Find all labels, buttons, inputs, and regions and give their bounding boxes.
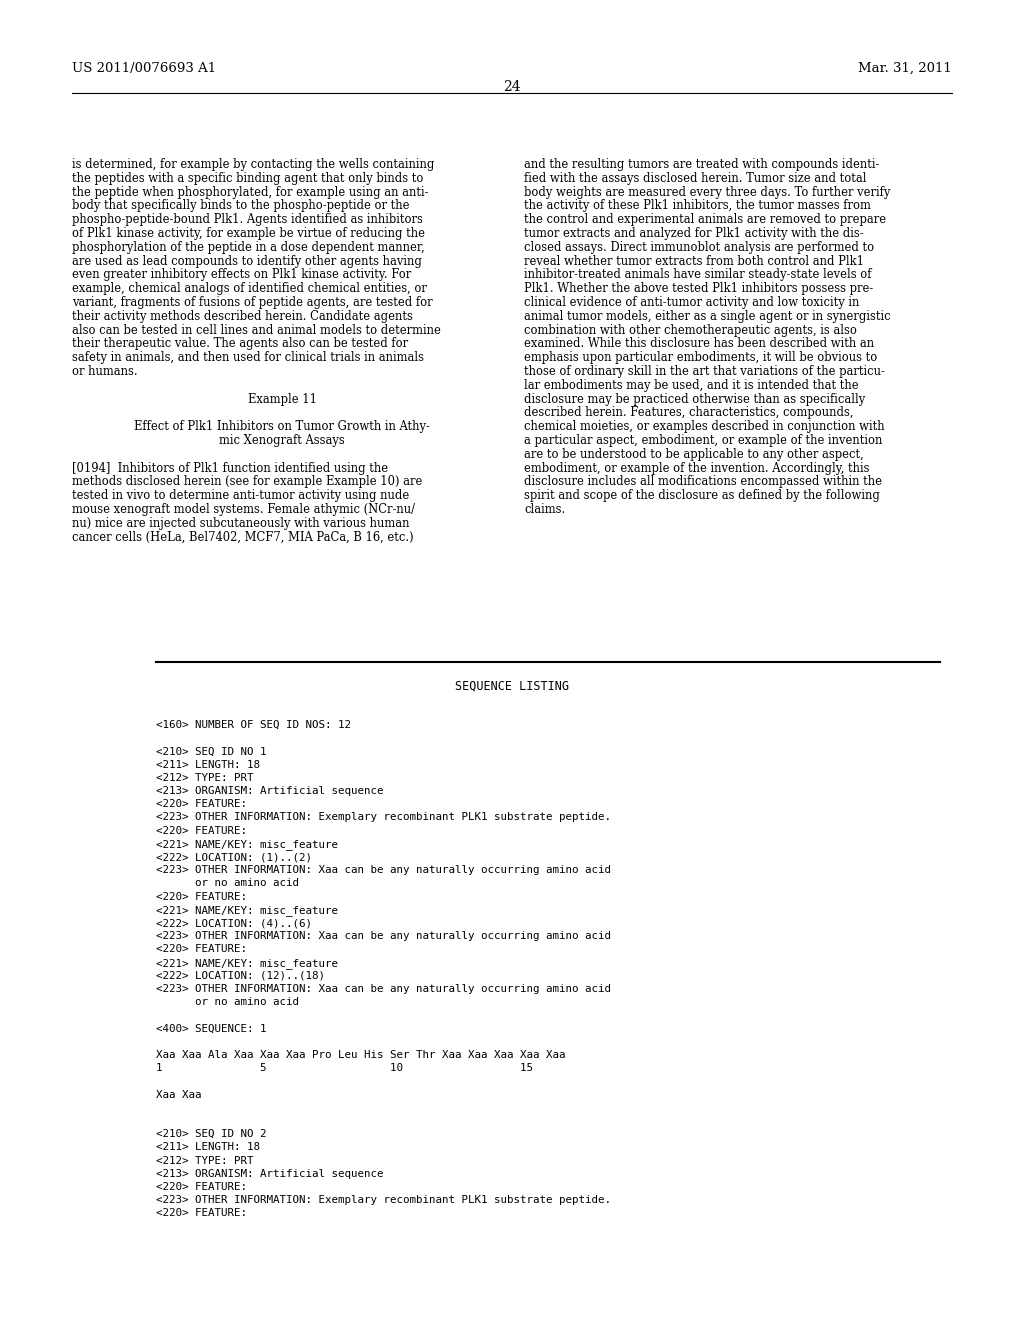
Text: <210> SEQ ID NO 2: <210> SEQ ID NO 2 xyxy=(156,1129,266,1139)
Text: <223> OTHER INFORMATION: Exemplary recombinant PLK1 substrate peptide.: <223> OTHER INFORMATION: Exemplary recom… xyxy=(156,1195,611,1205)
Text: disclosure includes all modifications encompassed within the: disclosure includes all modifications en… xyxy=(524,475,882,488)
Text: or no amino acid: or no amino acid xyxy=(156,997,299,1007)
Text: example, chemical analogs of identified chemical entities, or: example, chemical analogs of identified … xyxy=(72,282,427,296)
Text: methods disclosed herein (see for example Example 10) are: methods disclosed herein (see for exampl… xyxy=(72,475,422,488)
Text: <160> NUMBER OF SEQ ID NOS: 12: <160> NUMBER OF SEQ ID NOS: 12 xyxy=(156,719,351,730)
Text: <220> FEATURE:: <220> FEATURE: xyxy=(156,799,247,809)
Text: animal tumor models, either as a single agent or in synergistic: animal tumor models, either as a single … xyxy=(524,310,891,323)
Text: <220> FEATURE:: <220> FEATURE: xyxy=(156,825,247,836)
Text: tested in vivo to determine anti-tumor activity using nude: tested in vivo to determine anti-tumor a… xyxy=(72,490,410,502)
Text: mouse xenograft model systems. Female athymic (NCr-nu/: mouse xenograft model systems. Female at… xyxy=(72,503,415,516)
Text: <213> ORGANISM: Artificial sequence: <213> ORGANISM: Artificial sequence xyxy=(156,785,384,796)
Text: Plk1. Whether the above tested Plk1 inhibitors possess pre-: Plk1. Whether the above tested Plk1 inhi… xyxy=(524,282,873,296)
Text: are to be understood to be applicable to any other aspect,: are to be understood to be applicable to… xyxy=(524,447,864,461)
Text: chemical moieties, or examples described in conjunction with: chemical moieties, or examples described… xyxy=(524,420,885,433)
Text: lar embodiments may be used, and it is intended that the: lar embodiments may be used, and it is i… xyxy=(524,379,859,392)
Text: [0194]  Inhibitors of Plk1 function identified using the: [0194] Inhibitors of Plk1 function ident… xyxy=(72,462,388,475)
Text: closed assays. Direct immunoblot analysis are performed to: closed assays. Direct immunoblot analysi… xyxy=(524,240,874,253)
Text: and the resulting tumors are treated with compounds identi-: and the resulting tumors are treated wit… xyxy=(524,158,880,172)
Text: the activity of these Plk1 inhibitors, the tumor masses from: the activity of these Plk1 inhibitors, t… xyxy=(524,199,870,213)
Text: combination with other chemotherapeutic agents, is also: combination with other chemotherapeutic … xyxy=(524,323,857,337)
Text: Effect of Plk1 Inhibitors on Tumor Growth in Athy-: Effect of Plk1 Inhibitors on Tumor Growt… xyxy=(134,420,430,433)
Text: tumor extracts and analyzed for Plk1 activity with the dis-: tumor extracts and analyzed for Plk1 act… xyxy=(524,227,863,240)
Text: <211> LENGTH: 18: <211> LENGTH: 18 xyxy=(156,759,260,770)
Text: reveal whether tumor extracts from both control and Plk1: reveal whether tumor extracts from both … xyxy=(524,255,864,268)
Text: mic Xenograft Assays: mic Xenograft Assays xyxy=(219,434,345,447)
Text: variant, fragments of fusions of peptide agents, are tested for: variant, fragments of fusions of peptide… xyxy=(72,296,432,309)
Text: <223> OTHER INFORMATION: Xaa can be any naturally occurring amino acid: <223> OTHER INFORMATION: Xaa can be any … xyxy=(156,983,611,994)
Text: the peptide when phosphorylated, for example using an anti-: the peptide when phosphorylated, for exa… xyxy=(72,186,428,198)
Text: <221> NAME/KEY: misc_feature: <221> NAME/KEY: misc_feature xyxy=(156,904,338,916)
Text: or no amino acid: or no amino acid xyxy=(156,878,299,888)
Text: phosphorylation of the peptide in a dose dependent manner,: phosphorylation of the peptide in a dose… xyxy=(72,240,425,253)
Text: the peptides with a specific binding agent that only binds to: the peptides with a specific binding age… xyxy=(72,172,423,185)
Text: their therapeutic value. The agents also can be tested for: their therapeutic value. The agents also… xyxy=(72,338,409,350)
Text: a particular aspect, embodiment, or example of the invention: a particular aspect, embodiment, or exam… xyxy=(524,434,883,447)
Text: <221> NAME/KEY: misc_feature: <221> NAME/KEY: misc_feature xyxy=(156,838,338,850)
Text: <223> OTHER INFORMATION: Xaa can be any naturally occurring amino acid: <223> OTHER INFORMATION: Xaa can be any … xyxy=(156,865,611,875)
Text: spirit and scope of the disclosure as defined by the following: spirit and scope of the disclosure as de… xyxy=(524,490,880,502)
Text: <221> NAME/KEY: misc_feature: <221> NAME/KEY: misc_feature xyxy=(156,957,338,969)
Text: even greater inhibitory effects on Plk1 kinase activity. For: even greater inhibitory effects on Plk1 … xyxy=(72,268,412,281)
Text: examined. While this disclosure has been described with an: examined. While this disclosure has been… xyxy=(524,338,874,350)
Text: the control and experimental animals are removed to prepare: the control and experimental animals are… xyxy=(524,214,886,226)
Text: <222> LOCATION: (4)..(6): <222> LOCATION: (4)..(6) xyxy=(156,917,312,928)
Text: those of ordinary skill in the art that variations of the particu-: those of ordinary skill in the art that … xyxy=(524,366,885,378)
Text: <220> FEATURE:: <220> FEATURE: xyxy=(156,1181,247,1192)
Text: inhibitor-treated animals have similar steady-state levels of: inhibitor-treated animals have similar s… xyxy=(524,268,871,281)
Text: 24: 24 xyxy=(503,81,521,94)
Text: nu) mice are injected subcutaneously with various human: nu) mice are injected subcutaneously wit… xyxy=(72,517,410,529)
Text: claims.: claims. xyxy=(524,503,565,516)
Text: <212> TYPE: PRT: <212> TYPE: PRT xyxy=(156,1155,254,1166)
Text: <400> SEQUENCE: 1: <400> SEQUENCE: 1 xyxy=(156,1023,266,1034)
Text: safety in animals, and then used for clinical trials in animals: safety in animals, and then used for cli… xyxy=(72,351,424,364)
Text: 1               5                   10                  15: 1 5 10 15 xyxy=(156,1063,534,1073)
Text: <222> LOCATION: (12)..(18): <222> LOCATION: (12)..(18) xyxy=(156,970,325,981)
Text: described herein. Features, characteristics, compounds,: described herein. Features, characterist… xyxy=(524,407,853,420)
Text: cancer cells (HeLa, Bel7402, MCF7, MIA PaCa, B 16, etc.): cancer cells (HeLa, Bel7402, MCF7, MIA P… xyxy=(72,531,414,544)
Text: body weights are measured every three days. To further verify: body weights are measured every three da… xyxy=(524,186,891,198)
Text: phospho-peptide-bound Plk1. Agents identified as inhibitors: phospho-peptide-bound Plk1. Agents ident… xyxy=(72,214,423,226)
Text: are used as lead compounds to identify other agents having: are used as lead compounds to identify o… xyxy=(72,255,422,268)
Text: <212> TYPE: PRT: <212> TYPE: PRT xyxy=(156,772,254,783)
Text: <213> ORGANISM: Artificial sequence: <213> ORGANISM: Artificial sequence xyxy=(156,1168,384,1179)
Text: embodiment, or example of the invention. Accordingly, this: embodiment, or example of the invention.… xyxy=(524,462,869,475)
Text: Mar. 31, 2011: Mar. 31, 2011 xyxy=(858,62,952,75)
Text: US 2011/0076693 A1: US 2011/0076693 A1 xyxy=(72,62,216,75)
Text: of Plk1 kinase activity, for example be virtue of reducing the: of Plk1 kinase activity, for example be … xyxy=(72,227,425,240)
Text: emphasis upon particular embodiments, it will be obvious to: emphasis upon particular embodiments, it… xyxy=(524,351,878,364)
Text: or humans.: or humans. xyxy=(72,366,137,378)
Text: Xaa Xaa Ala Xaa Xaa Xaa Pro Leu His Ser Thr Xaa Xaa Xaa Xaa Xaa: Xaa Xaa Ala Xaa Xaa Xaa Pro Leu His Ser … xyxy=(156,1049,565,1060)
Text: SEQUENCE LISTING: SEQUENCE LISTING xyxy=(455,680,569,693)
Text: Example 11: Example 11 xyxy=(248,392,316,405)
Text: <220> FEATURE:: <220> FEATURE: xyxy=(156,1208,247,1218)
Text: is determined, for example by contacting the wells containing: is determined, for example by contacting… xyxy=(72,158,434,172)
Text: fied with the assays disclosed herein. Tumor size and total: fied with the assays disclosed herein. T… xyxy=(524,172,866,185)
Text: body that specifically binds to the phospho-peptide or the: body that specifically binds to the phos… xyxy=(72,199,410,213)
Text: also can be tested in cell lines and animal models to determine: also can be tested in cell lines and ani… xyxy=(72,323,441,337)
Text: Xaa Xaa: Xaa Xaa xyxy=(156,1089,202,1100)
Text: clinical evidence of anti-tumor activity and low toxicity in: clinical evidence of anti-tumor activity… xyxy=(524,296,859,309)
Text: <222> LOCATION: (1)..(2): <222> LOCATION: (1)..(2) xyxy=(156,851,312,862)
Text: <210> SEQ ID NO 1: <210> SEQ ID NO 1 xyxy=(156,746,266,756)
Text: <223> OTHER INFORMATION: Xaa can be any naturally occurring amino acid: <223> OTHER INFORMATION: Xaa can be any … xyxy=(156,931,611,941)
Text: <223> OTHER INFORMATION: Exemplary recombinant PLK1 substrate peptide.: <223> OTHER INFORMATION: Exemplary recom… xyxy=(156,812,611,822)
Text: their activity methods described herein. Candidate agents: their activity methods described herein.… xyxy=(72,310,413,323)
Text: <220> FEATURE:: <220> FEATURE: xyxy=(156,891,247,902)
Text: disclosure may be practiced otherwise than as specifically: disclosure may be practiced otherwise th… xyxy=(524,392,865,405)
Text: <211> LENGTH: 18: <211> LENGTH: 18 xyxy=(156,1142,260,1152)
Text: <220> FEATURE:: <220> FEATURE: xyxy=(156,944,247,954)
